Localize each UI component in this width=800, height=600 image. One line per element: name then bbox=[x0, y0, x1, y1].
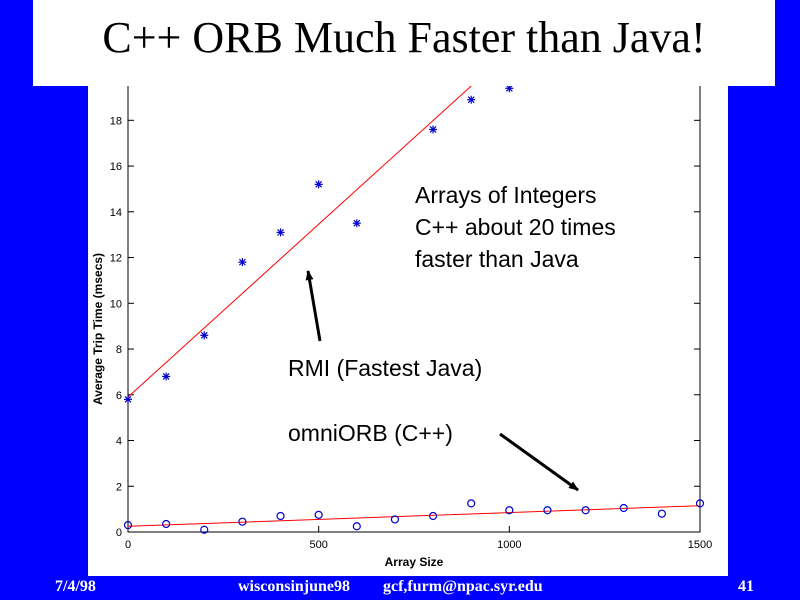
asterisk-stroke bbox=[429, 126, 437, 133]
cpp-point bbox=[543, 506, 552, 515]
cpp-point bbox=[390, 515, 400, 524]
slide-title: C++ ORB Much Faster than Java! bbox=[102, 13, 706, 62]
java-point bbox=[429, 125, 438, 134]
y-tick-label: 0 bbox=[116, 527, 122, 539]
asterisk-stroke bbox=[467, 96, 475, 104]
asterisk-stroke bbox=[162, 373, 170, 380]
footer-date: 7/4/98 bbox=[55, 578, 96, 595]
footer-contact: gcf,furm@npac.syr.edu bbox=[383, 578, 543, 595]
chart-svg: 0 2 4 6 8 10 12 14 16 18 0 500 1000 1500 Array Size A… bbox=[91, 86, 712, 569]
title-band: C++ ORB Much Faster than Java! bbox=[33, 0, 775, 86]
y-tick-label: 4 bbox=[116, 436, 122, 448]
asterisk-stroke bbox=[238, 258, 246, 266]
asterisk-stroke bbox=[505, 86, 513, 92]
java-point bbox=[238, 258, 247, 267]
cpp-point bbox=[200, 525, 209, 534]
slide-number: 41 bbox=[738, 578, 754, 595]
asterisk-stroke bbox=[200, 331, 208, 339]
java-point bbox=[352, 219, 361, 228]
java-point bbox=[200, 331, 209, 340]
cpp-fit-line bbox=[127, 505, 701, 527]
summary-line-3: faster than Java bbox=[415, 246, 579, 272]
asterisk-stroke bbox=[315, 180, 323, 188]
x-tick-label: 0 bbox=[125, 539, 131, 551]
java-fit-line bbox=[127, 86, 472, 398]
summary-line-1: Arrays of Integers bbox=[415, 182, 597, 208]
cpp-point bbox=[695, 499, 705, 508]
x-tick-label: 1500 bbox=[688, 539, 712, 551]
x-tick-label: 1000 bbox=[497, 539, 521, 551]
java-point bbox=[276, 228, 285, 237]
java-point bbox=[505, 86, 514, 93]
cpp-point bbox=[314, 510, 323, 519]
y-tick-label: 8 bbox=[116, 344, 122, 356]
java-point bbox=[162, 372, 171, 381]
y-tick-label: 10 bbox=[110, 298, 122, 310]
cpp-point bbox=[162, 519, 171, 529]
summary-line-2: C++ about 20 times bbox=[415, 214, 616, 240]
cpp-arrow bbox=[499, 432, 579, 492]
cpp-point bbox=[467, 499, 476, 508]
cpp-point bbox=[123, 521, 133, 530]
y-tick-label: 2 bbox=[116, 481, 122, 493]
cpp-point bbox=[619, 503, 628, 513]
axes: 0 2 4 6 8 10 12 14 16 18 0 500 1000 1500 bbox=[110, 86, 712, 551]
plot-frame bbox=[127, 86, 701, 533]
cpp-point bbox=[428, 511, 438, 521]
java-point bbox=[124, 395, 132, 404]
java-arrow bbox=[305, 270, 322, 342]
asterisk-stroke bbox=[353, 219, 361, 227]
x-axis-label: Array Size bbox=[385, 555, 444, 569]
y-tick-label: 14 bbox=[110, 207, 122, 219]
cpp-label: omniORB (C++) bbox=[288, 420, 453, 446]
y-axis-label: Average Trip Time (msecs) bbox=[91, 253, 105, 405]
cpp-point bbox=[352, 522, 361, 531]
y-tick-label: 18 bbox=[110, 115, 122, 127]
plot-panel: 0 2 4 6 8 10 12 14 16 18 0 500 1000 1500 Array Size A… bbox=[88, 86, 728, 576]
cpp-point bbox=[581, 506, 590, 515]
cpp-point bbox=[276, 511, 285, 521]
asterisk-stroke bbox=[124, 395, 132, 403]
cpp-point bbox=[505, 506, 514, 515]
fit-lines bbox=[127, 86, 701, 527]
y-tick-label: 16 bbox=[110, 161, 122, 173]
asterisk-stroke bbox=[277, 228, 284, 236]
java-point bbox=[467, 95, 476, 104]
y-tick-label: 12 bbox=[110, 253, 122, 265]
footer-event: wisconsinjune98 bbox=[238, 578, 351, 595]
y-tick-label: 6 bbox=[116, 390, 122, 402]
java-point bbox=[314, 180, 323, 189]
data-markers bbox=[123, 86, 705, 534]
java-label: RMI (Fastest Java) bbox=[288, 355, 482, 381]
cpp-point bbox=[657, 509, 666, 518]
x-tick-label: 500 bbox=[309, 539, 327, 551]
cpp-point bbox=[238, 517, 247, 526]
